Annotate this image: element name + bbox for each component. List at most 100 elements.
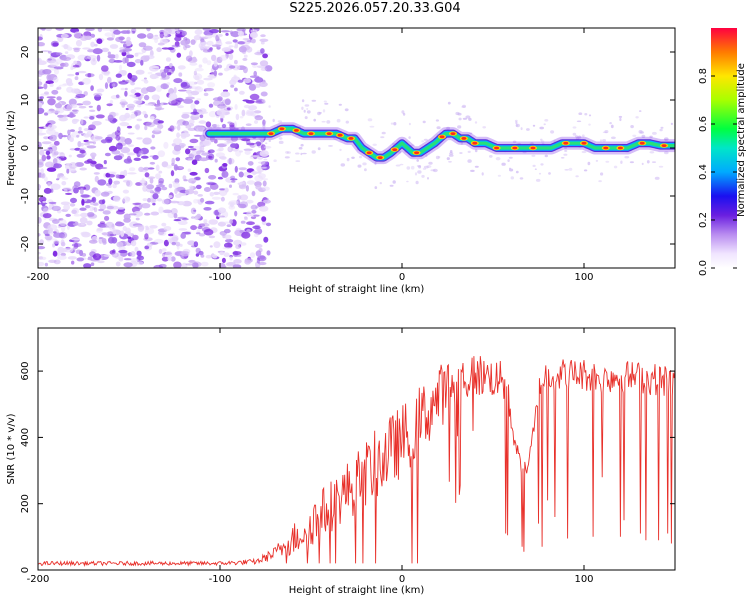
noise-blob [260,161,269,166]
noise-blob [50,110,61,114]
noise-blob [239,194,249,201]
noise-blob [48,230,54,235]
noise-blob [187,57,198,64]
noise-blob [232,39,238,43]
speckle [351,156,355,159]
noise-blob [72,64,80,68]
speckle [578,112,583,115]
noise-blob [250,216,257,220]
noise-blob [47,50,52,54]
noise-blob [65,213,71,217]
speckle [301,99,305,103]
noise-blob [56,86,62,90]
noise-blob [52,250,58,257]
speckle [632,134,637,137]
noise-blob [145,121,156,128]
speckle [301,106,304,111]
noise-blob [175,157,181,162]
speckle [414,172,418,176]
noise-blob [90,152,97,158]
noise-blob [191,150,198,155]
speckle [426,165,432,168]
noise-blob [229,255,233,261]
noise-blob [147,167,155,170]
noise-blob [256,257,261,264]
noise-blob [68,98,77,106]
speckle [588,114,592,117]
x-tick-label: 100 [574,574,593,585]
noise-blob [134,224,144,227]
noise-blob [98,73,104,81]
noise-blob [47,124,54,132]
speckle [609,122,612,125]
noise-blob [176,52,182,58]
noise-blob [46,167,57,172]
noise-blob [232,64,241,71]
noise-blob [149,116,155,120]
noise-blob [105,221,115,229]
noise-blob [107,51,111,56]
noise-blob [53,240,60,244]
noise-blob [203,92,209,97]
noise-blob [123,43,127,48]
noise-blob [193,198,199,204]
noise-blob [128,213,137,216]
noise-blob [251,209,257,214]
noise-blob [38,217,42,224]
speckle [449,152,454,155]
speckle [649,135,653,138]
noise-blob [87,49,95,53]
x-tick-label: 0 [399,272,405,283]
noise-blob [107,76,112,84]
noise-blob [143,77,147,80]
noise-blob [86,145,97,149]
noise-blob [194,29,203,35]
speckle [462,117,467,120]
noise-blob [126,29,131,35]
noise-blob [228,45,234,48]
snr-plot [38,356,675,568]
noise-blob [211,196,221,200]
noise-blob [45,80,54,85]
speckle [262,124,266,128]
snr-frame [37,327,676,571]
noise-blob [185,55,193,62]
noise-blob [127,132,135,135]
noise-blob [167,195,173,198]
speckle [588,123,591,126]
noise-blob [150,211,160,216]
speckle [393,122,397,126]
noise-blob [220,30,231,33]
noise-blob [220,91,231,98]
speckle [392,180,396,184]
speckle [295,160,301,162]
speckle [273,159,277,162]
noise-blob [201,42,208,45]
noise-blob [223,252,230,257]
noise-blob [135,52,144,55]
noise-blob [200,254,205,258]
noise-blob [96,104,101,112]
noise-blob [69,129,75,132]
noise-blob [174,188,178,194]
speckle [418,165,422,169]
speckle [416,159,420,162]
noise-blob [141,155,149,159]
speckle [304,104,310,107]
noise-blob [194,86,203,93]
noise-blob [161,75,170,80]
noise-blob [41,205,49,212]
noise-blob [94,189,101,197]
noise-blob [196,150,201,155]
noise-blob [234,210,238,217]
noise-blob [190,225,198,231]
noise-blob [203,207,212,211]
noise-blob [180,39,189,46]
speckle [467,150,471,153]
noise-blob [208,219,218,225]
colorbar-tick-label: 0.2 [698,212,709,228]
noise-blob [253,230,260,234]
noise-blob [47,58,52,61]
ridge-peak [414,151,420,155]
noise-blob [44,234,53,241]
